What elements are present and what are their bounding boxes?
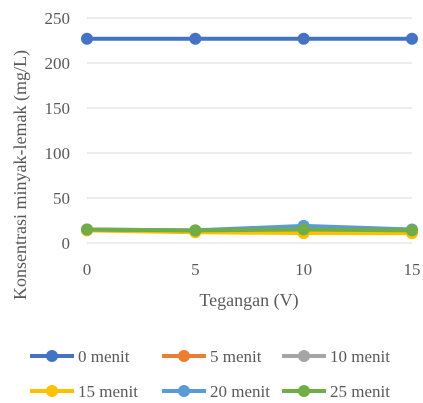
series-6: [81, 223, 418, 237]
legend-item: 10 menit: [282, 347, 390, 366]
legend-item: 5 menit: [162, 347, 262, 366]
legend-swatch-marker: [298, 385, 310, 397]
y-tick-label: 0: [62, 234, 71, 253]
legend-swatch-marker: [46, 385, 58, 397]
legend-swatch-marker: [298, 350, 310, 362]
legend-item: 20 menit: [162, 382, 270, 401]
x-tick-label: 0: [83, 260, 92, 279]
legend-label: 5 menit: [210, 347, 262, 366]
y-tick-label: 150: [45, 99, 71, 118]
series-lines: [81, 32, 418, 240]
data-point: [406, 224, 418, 237]
data-point: [297, 32, 310, 45]
legend-swatch-marker: [178, 385, 190, 397]
legend-swatch-marker: [178, 350, 190, 362]
data-point: [189, 224, 202, 237]
data-point: [81, 223, 93, 236]
x-tick-label: 15: [404, 260, 421, 279]
data-point: [406, 32, 418, 45]
data-point: [297, 223, 310, 236]
y-axis-label: Konsentrasi minyak-lemak (mg/L): [10, 50, 31, 300]
legend-swatch-marker: [46, 350, 58, 362]
legend-item: 0 menit: [30, 347, 130, 366]
series-1: [81, 32, 418, 45]
data-point: [189, 32, 202, 45]
x-axis-ticks: 0 5 10 15: [83, 260, 421, 279]
x-tick-label: 10: [295, 260, 312, 279]
y-axis-ticks: 0 50 100 150 200 250: [45, 9, 71, 253]
legend-item: 15 menit: [30, 382, 138, 401]
x-tick-label: 5: [191, 260, 200, 279]
data-point: [81, 32, 93, 45]
legend-label: 15 menit: [78, 382, 138, 401]
x-axis-label: Tegangan (V): [199, 290, 298, 311]
y-tick-label: 200: [45, 54, 71, 73]
y-tick-label: 50: [53, 189, 70, 208]
legend-label: 25 menit: [330, 382, 390, 401]
legend-label: 0 menit: [78, 347, 130, 366]
legend-label: 10 menit: [330, 347, 390, 366]
gridlines: [87, 17, 412, 244]
legend-label: 20 menit: [210, 382, 270, 401]
legend-item: 25 menit: [282, 382, 390, 401]
legend: 0 menit 5 menit 10 menit 15 menit 20 menit 25…: [30, 347, 390, 401]
series-line: [85, 227, 414, 233]
y-tick-label: 100: [45, 144, 71, 163]
y-tick-label: 250: [45, 9, 71, 28]
